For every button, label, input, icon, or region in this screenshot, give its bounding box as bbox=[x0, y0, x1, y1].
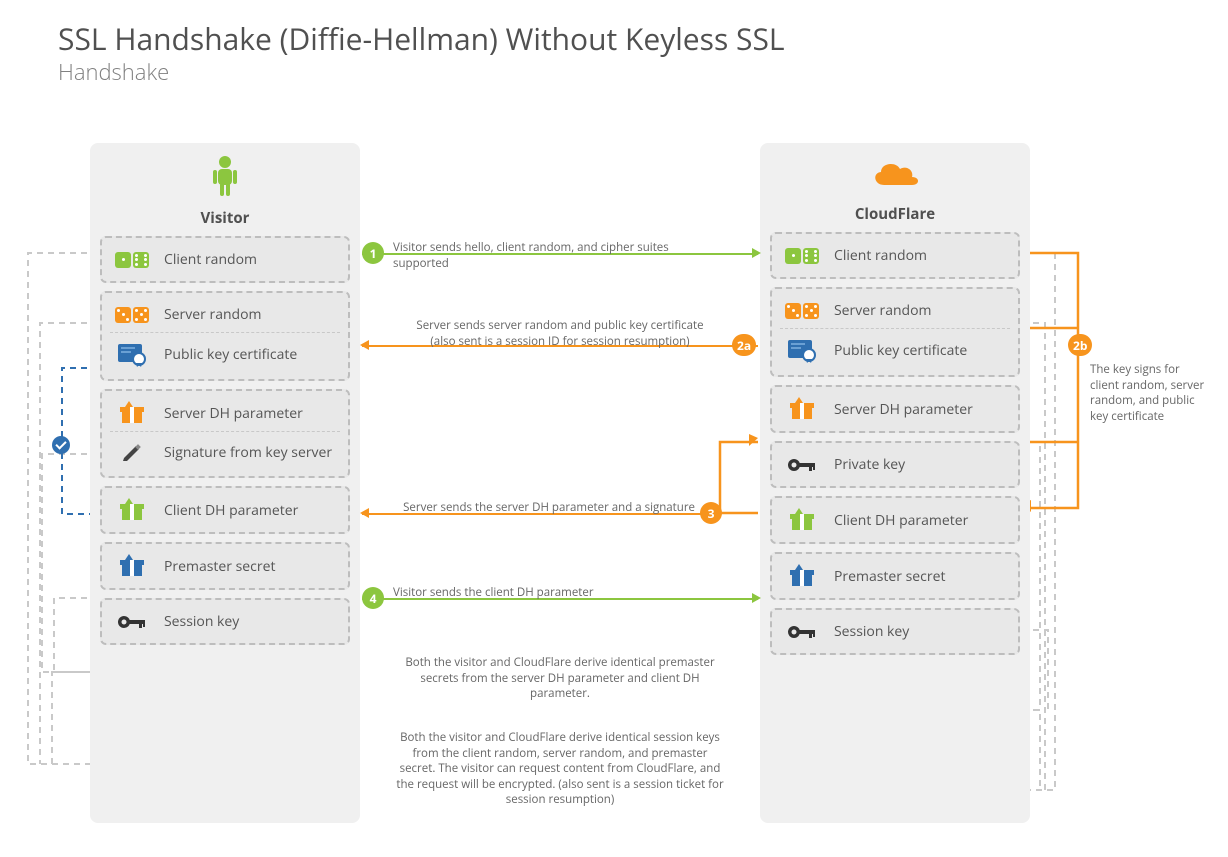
certificate-icon bbox=[110, 341, 154, 367]
label: Public key certificate bbox=[834, 341, 967, 360]
label: Public key certificate bbox=[164, 345, 297, 364]
gift-orange-icon bbox=[110, 403, 154, 423]
certificate-icon bbox=[780, 337, 824, 363]
page-subtitle: Handshake bbox=[58, 57, 785, 87]
dice-green-icon bbox=[780, 248, 824, 264]
label: Server random bbox=[834, 301, 932, 320]
visitor-title: Visitor bbox=[100, 208, 350, 228]
dice-orange-icon bbox=[780, 303, 824, 319]
step3-arrowhead-icon bbox=[360, 508, 369, 518]
cloudflare-title: CloudFlare bbox=[770, 204, 1020, 224]
note-premaster: Both the visitor and CloudFlare derive i… bbox=[395, 655, 725, 702]
visitor-box-client-dh: Client DH parameter bbox=[100, 486, 350, 534]
dice-orange-icon bbox=[110, 307, 154, 323]
page-title: SSL Handshake (Diffie-Hellman) Without K… bbox=[58, 18, 785, 59]
label: Session key bbox=[834, 622, 909, 641]
visitor-box-server-random-cert: Server random Public key certificate bbox=[100, 291, 350, 381]
label: Client DH parameter bbox=[834, 511, 968, 530]
label: Client random bbox=[164, 250, 257, 269]
label: Client DH parameter bbox=[164, 501, 298, 520]
gift-blue-icon bbox=[110, 556, 154, 576]
label: Premaster secret bbox=[834, 567, 945, 586]
dice-green-icon bbox=[110, 252, 154, 268]
step2b-badge: 2b bbox=[1068, 334, 1092, 356]
visitor-panel: Visitor Client random Server random Publ… bbox=[90, 143, 360, 823]
cf-box-private-key: Private key bbox=[770, 441, 1020, 488]
cf-box-server-dh: Server DH parameter bbox=[770, 385, 1020, 433]
cloud-icon bbox=[866, 155, 924, 193]
step1-badge: 1 bbox=[362, 242, 384, 264]
label: Client random bbox=[834, 246, 927, 265]
label: Server random bbox=[164, 305, 262, 324]
verify-check-icon bbox=[52, 436, 70, 454]
label: Private key bbox=[834, 455, 905, 474]
visitor-box-session-key: Session key bbox=[100, 598, 350, 645]
gift-blue-icon bbox=[780, 566, 824, 586]
cf-box-premaster: Premaster secret bbox=[770, 552, 1020, 600]
label: Signature from key server bbox=[164, 443, 332, 462]
gift-green-icon bbox=[110, 500, 154, 520]
cf-box-client-dh: Client DH parameter bbox=[770, 496, 1020, 544]
label: Server DH parameter bbox=[164, 404, 303, 423]
key-dark-icon bbox=[780, 623, 824, 641]
note-sessionkey: Both the visitor and CloudFlare derive i… bbox=[395, 730, 725, 808]
step4-label: Visitor sends the client DH parameter bbox=[393, 585, 723, 601]
step4-badge: 4 bbox=[362, 587, 384, 609]
visitor-box-premaster: Premaster secret bbox=[100, 542, 350, 590]
step4-arrowhead-icon bbox=[752, 593, 761, 603]
visitor-box-client-random: Client random bbox=[100, 236, 350, 283]
step2a-badge: 2a bbox=[732, 334, 756, 356]
label: Premaster secret bbox=[164, 557, 275, 576]
step1-arrowhead-icon bbox=[752, 248, 761, 258]
step2b-text: The key signs for client random, server … bbox=[1090, 362, 1210, 424]
cf-box-client-random: Client random bbox=[770, 232, 1020, 279]
step3-badge: 3 bbox=[700, 502, 722, 524]
person-icon bbox=[211, 155, 239, 197]
label: Server DH parameter bbox=[834, 400, 973, 419]
step2a-label: Server sends server random and public ke… bbox=[395, 318, 725, 349]
step2a-arrowhead-icon bbox=[360, 340, 369, 350]
label: Session key bbox=[164, 612, 239, 631]
pencil-icon bbox=[110, 440, 154, 464]
key-dark-icon bbox=[780, 456, 824, 474]
cf-box-server-random-cert: Server random Public key certificate bbox=[770, 287, 1020, 377]
cf-box-session-key: Session key bbox=[770, 608, 1020, 655]
cloudflare-panel: CloudFlare Client random Server random P… bbox=[760, 143, 1030, 823]
step1-label: Visitor sends hello, client random, and … bbox=[393, 240, 723, 271]
visitor-box-dh-sig: Server DH parameter Signature from key s… bbox=[100, 389, 350, 478]
key-dark-icon bbox=[110, 613, 154, 631]
gift-green-icon bbox=[780, 510, 824, 530]
step3-label: Server sends the server DH parameter and… bbox=[395, 500, 695, 516]
gift-orange-icon bbox=[780, 399, 824, 419]
